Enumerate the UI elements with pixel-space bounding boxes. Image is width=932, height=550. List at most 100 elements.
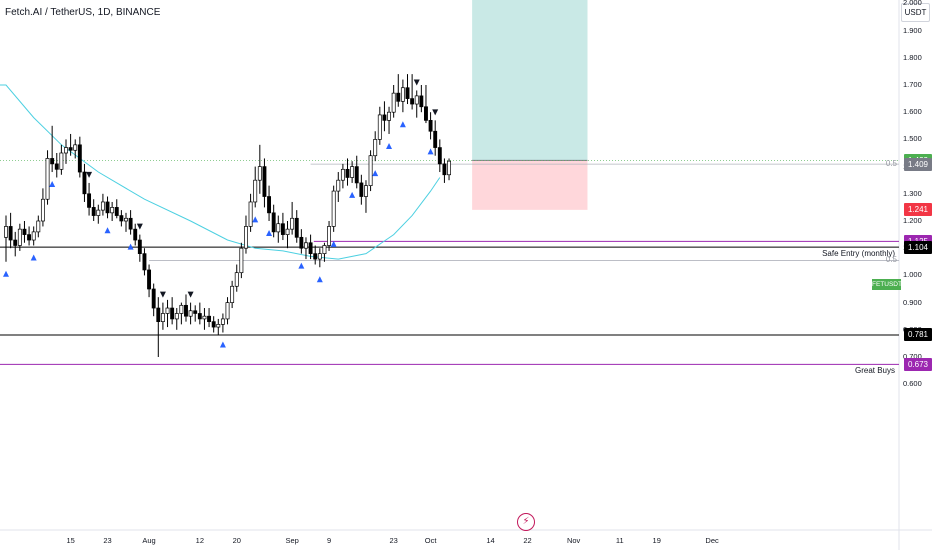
candle-down — [345, 168, 350, 178]
buy-signal-arrow — [330, 240, 337, 247]
candle-down — [280, 223, 285, 235]
buy-signal-arrow — [349, 191, 356, 198]
candle-up — [216, 324, 221, 328]
candle-up — [234, 272, 239, 287]
price-axis-tag: 1.241 — [904, 203, 932, 217]
candle-down — [82, 171, 87, 195]
candle-down — [442, 163, 447, 176]
candle-down — [262, 166, 267, 197]
candle-down — [54, 163, 59, 170]
candle-down — [193, 310, 198, 314]
candle-up — [340, 168, 345, 181]
lightning-icon[interactable]: ⚡ — [517, 513, 535, 531]
candle-down — [428, 120, 433, 132]
target-zone — [472, 0, 588, 161]
buy-signal-arrow — [386, 142, 393, 149]
candle-down — [27, 234, 32, 241]
x-tick-label: 9 — [326, 536, 332, 545]
candle-down — [396, 92, 401, 102]
buy-signal-arrow — [219, 341, 226, 348]
x-tick-label: 11 — [615, 536, 624, 545]
candle-down — [308, 242, 313, 254]
candle-down — [133, 228, 138, 241]
candle-down — [405, 87, 410, 99]
buy-signal-arrow — [399, 121, 406, 128]
candle-down — [197, 313, 202, 320]
candle-up — [276, 223, 281, 233]
y-tick-label: 1.500 — [903, 134, 922, 144]
candle-down — [184, 304, 188, 317]
candle-down — [142, 253, 147, 271]
candle-up — [73, 144, 78, 151]
candle-up — [336, 179, 341, 192]
price-axis-tag: 0.673 — [904, 357, 932, 371]
candle-down — [419, 95, 424, 108]
candle-up — [174, 313, 179, 320]
buy-signal-arrow — [427, 148, 434, 155]
candle-down — [119, 215, 124, 222]
y-tick-label: 1.300 — [903, 188, 922, 198]
candle-down — [13, 239, 18, 246]
candle-down — [22, 228, 27, 235]
candle-up — [45, 158, 50, 200]
candle-down — [105, 201, 110, 214]
candle-up — [327, 226, 332, 246]
chart-title: Fetch.AI / TetherUS, 1D, BINANCE — [5, 7, 161, 18]
candle-down — [359, 182, 364, 197]
x-tick-label: Aug — [142, 536, 156, 545]
price-axis-tag: 1.104 — [904, 240, 932, 254]
candle-down — [156, 307, 161, 322]
candle-down — [68, 147, 73, 151]
candle-up — [331, 190, 336, 227]
candle-down — [294, 217, 299, 238]
buy-signal-arrow — [49, 181, 56, 188]
candle-up — [364, 185, 368, 197]
price-axis-tag: 0.781 — [904, 328, 932, 342]
sell-signal-arrow — [187, 291, 194, 298]
candle-up — [414, 95, 419, 105]
stop-zone — [472, 160, 588, 210]
y-tick-label: 2.000 — [903, 0, 922, 8]
buy-signal-arrow — [266, 230, 273, 236]
moving-average-line — [0, 84, 441, 260]
candle-up — [391, 92, 396, 113]
candle-up — [179, 304, 184, 314]
currency-button[interactable]: USDT — [901, 3, 930, 22]
buy-signal-arrow — [316, 276, 323, 283]
candle-up — [17, 228, 22, 246]
candle-up — [59, 152, 64, 170]
sell-signal-arrow — [413, 79, 420, 86]
candle-down — [424, 106, 428, 121]
candle-down — [170, 307, 175, 320]
candle-down — [437, 147, 442, 165]
candle-down — [267, 196, 272, 214]
y-tick-label: 1.600 — [903, 107, 922, 117]
price-axis-tag: 1.409 — [904, 157, 932, 171]
y-tick-label: 1.800 — [903, 52, 922, 62]
candle-up — [248, 201, 253, 227]
candle-up — [290, 217, 295, 230]
x-tick-label: 12 — [195, 536, 204, 545]
candle-up — [377, 114, 382, 140]
x-tick-label: 22 — [523, 536, 532, 545]
symbol-price-tag: FETUSDT — [872, 279, 902, 290]
candle-down — [271, 212, 276, 233]
candle-down — [299, 236, 304, 249]
candle-up — [317, 253, 322, 260]
candle-up — [285, 228, 290, 235]
candle-up — [373, 139, 378, 157]
candle-down — [313, 253, 318, 260]
fib-label: 0.5 — [885, 159, 897, 169]
candle-down — [410, 98, 415, 105]
candle-down — [128, 217, 133, 230]
y-tick-label: 0.900 — [903, 297, 922, 307]
candle-up — [36, 220, 41, 233]
candle-up — [225, 302, 230, 320]
candle-up — [304, 242, 308, 249]
buy-signal-arrow — [127, 243, 134, 250]
candle-up — [100, 201, 105, 211]
sell-signal-arrow — [159, 291, 166, 298]
candle-up — [110, 207, 115, 214]
candle-up — [64, 147, 68, 154]
